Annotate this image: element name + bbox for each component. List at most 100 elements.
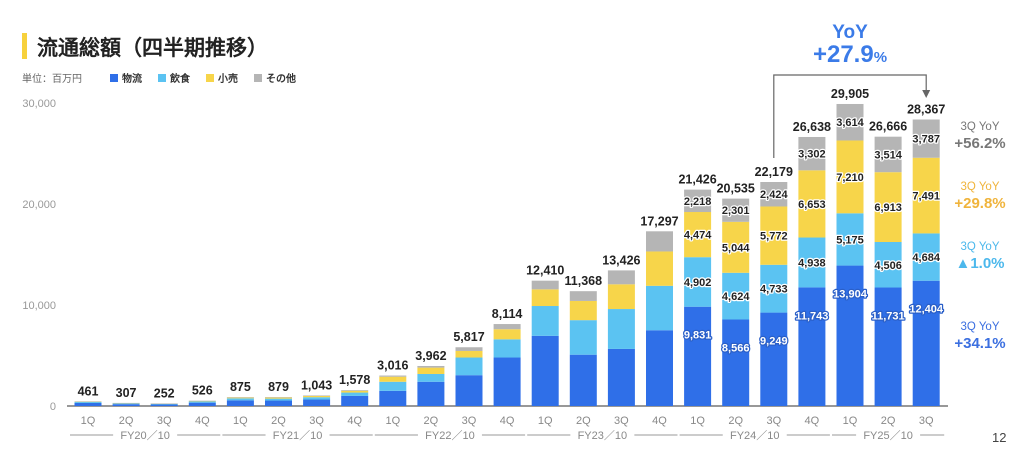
bar-segment-logistics	[722, 319, 750, 406]
bar-segment-other	[760, 182, 788, 207]
y-tick-label: 20,000	[22, 199, 56, 211]
bar-segment-other	[646, 231, 673, 252]
segment-value-label: 7,210	[836, 172, 864, 184]
yoy-arrow-icon	[922, 90, 931, 98]
unit-label: 単位：百万円	[22, 74, 82, 85]
bar-total-label: 3,016	[377, 359, 408, 373]
x-tick-label: 1Q	[843, 415, 858, 427]
bar-segment-logistics	[874, 287, 902, 406]
segment-value-label: 4,624	[722, 291, 750, 303]
x-tick-label: 2Q	[728, 415, 743, 427]
segment-yoy-label: 3Q YoY	[960, 181, 999, 193]
bar-segment-other	[379, 375, 407, 377]
bar-segment-food	[874, 242, 902, 288]
bar-segment-food	[760, 264, 788, 313]
fiscal-year-label: FY20／10	[120, 429, 170, 442]
x-tick-label: 4Q	[500, 415, 515, 427]
bar-segment-food	[646, 285, 673, 331]
bar-segment-logistics	[226, 400, 254, 406]
segment-value-label: 5,772	[760, 231, 788, 243]
bar-segment-logistics	[379, 390, 407, 406]
segment-value-label: 4,938	[798, 257, 826, 269]
bar-segment-food	[798, 237, 826, 288]
bar-segment-food	[341, 392, 369, 396]
bar-segment-logistics	[188, 402, 216, 406]
bar-segment-logistics	[74, 402, 102, 406]
bar-total-label: 26,638	[793, 120, 831, 134]
segment-value-label: 5,044	[722, 242, 750, 254]
bar-total-label: 11,368	[565, 274, 603, 288]
x-tick-label: 3Q	[462, 415, 477, 427]
x-tick-label: 3Q	[919, 415, 934, 427]
bar-segment-food	[226, 398, 254, 401]
x-tick-label: 1Q	[233, 415, 248, 427]
bar-segment-other	[341, 390, 369, 391]
x-tick-label: 4Q	[652, 415, 667, 427]
bar-segment-food	[112, 403, 140, 405]
segment-value-label: 6,653	[798, 199, 826, 211]
bar-segment-food	[188, 401, 216, 403]
bar-segment-retail	[798, 170, 826, 238]
segment-value-label: 7,491	[912, 191, 940, 203]
bar-segment-retail	[455, 350, 483, 358]
bar-total-label: 29,905	[831, 87, 869, 101]
bar-total-label: 3,962	[415, 349, 446, 363]
bar-segment-food	[493, 339, 521, 358]
segment-value-label: 12,404	[909, 304, 944, 316]
segment-value-label: 4,684	[912, 252, 940, 264]
bar-segment-retail	[569, 300, 597, 321]
x-tick-label: 2Q	[881, 415, 896, 427]
bar-segment-other	[112, 402, 140, 404]
segment-value-label: 2,301	[722, 205, 750, 217]
segment-value-label: 3,614	[836, 117, 864, 129]
bar-total-label: 28,367	[907, 103, 945, 117]
x-tick-label: 4Q	[805, 415, 820, 427]
bar-segment-retail	[493, 329, 521, 340]
bar-total-label: 13,426	[602, 253, 640, 267]
y-tick-label: 0	[50, 401, 56, 413]
bar-segment-other	[912, 119, 940, 158]
bar-total-label: 875	[230, 380, 251, 394]
bar-total-label: 307	[116, 386, 137, 400]
bar-segment-logistics	[684, 306, 712, 406]
bar-segment-logistics	[569, 354, 597, 406]
bar-total-label: 879	[268, 380, 289, 394]
bar-total-label: 17,297	[640, 214, 678, 228]
bar-segment-food	[836, 213, 864, 266]
yoy-total-value: +27.9%	[813, 41, 887, 68]
legend-swatch	[254, 73, 262, 82]
segment-value-label: 3,302	[798, 149, 826, 161]
bar-segment-retail	[684, 212, 712, 258]
bar-segment-retail	[760, 206, 788, 265]
bar-total-label: 22,179	[755, 165, 793, 179]
bar-segment-logistics	[112, 404, 140, 406]
x-tick-label: 3Q	[766, 415, 781, 427]
bar-segment-food	[607, 309, 635, 349]
bar-segment-logistics	[493, 357, 521, 406]
bar-segment-logistics	[341, 395, 369, 406]
bar-segment-food	[722, 272, 750, 320]
bar-segment-logistics	[150, 404, 178, 406]
segment-yoy-value: +34.1%	[954, 335, 1005, 352]
yoy-label: YoY	[832, 22, 868, 43]
bar-segment-retail	[341, 390, 369, 393]
bar-segment-food	[265, 398, 292, 401]
segment-value-label: 2,218	[684, 196, 712, 208]
legend-item-other: その他	[254, 70, 296, 85]
bar-total-label: 21,426	[678, 173, 716, 187]
bar-segment-retail	[265, 397, 292, 399]
y-tick-label: 30,000	[22, 98, 56, 110]
bar-segment-retail	[607, 284, 635, 310]
bar-segment-logistics	[531, 335, 559, 406]
bar-segment-logistics	[417, 381, 445, 406]
bar-segment-retail	[874, 172, 902, 243]
bar-segment-food	[684, 257, 712, 307]
x-tick-label: 2Q	[119, 415, 134, 427]
bar-segment-retail	[836, 140, 864, 214]
legend: 単位：百万円 物流 飲食 小売 その他	[22, 70, 306, 85]
x-tick-label: 4Q	[195, 415, 210, 427]
bar-segment-retail	[226, 397, 254, 399]
bar-segment-other	[874, 136, 902, 173]
bar-segment-food	[150, 403, 178, 405]
